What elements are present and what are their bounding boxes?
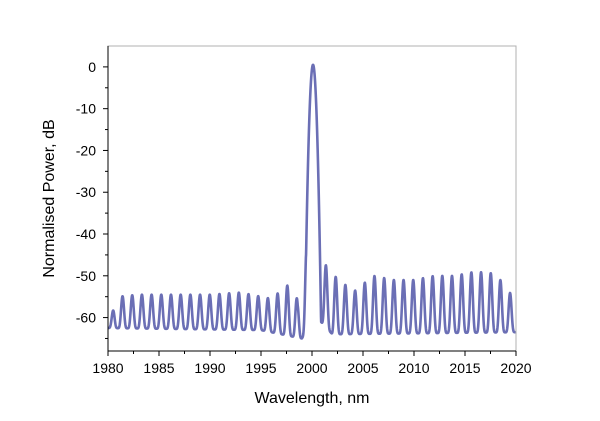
x-tick-label: 1990: [194, 360, 225, 376]
y-tick-label: 0: [88, 59, 96, 75]
y-axis-title: Normalised Power, dB: [41, 119, 58, 277]
x-tick-label: 2005: [347, 360, 378, 376]
series-layer: [106, 63, 518, 340]
x-axis-title: Wavelength, nm: [254, 390, 369, 407]
y-tick-label: -50: [76, 268, 96, 284]
x-tick-label: 2015: [449, 360, 480, 376]
y-tick-label: -10: [76, 101, 96, 117]
y-tick-label: -20: [76, 142, 96, 158]
y-ticks: 0 -10 -20 -30 -40 -50 -60: [76, 59, 108, 339]
x-tick-label: 2020: [500, 360, 531, 376]
spectrum-line: [106, 63, 518, 340]
y-tick-label: -60: [76, 310, 96, 326]
y-tick-label: -40: [76, 226, 96, 242]
x-tick-label: 2000: [296, 360, 327, 376]
x-tick-label: 1985: [143, 360, 174, 376]
y-tick-label: -30: [76, 184, 96, 200]
x-ticks: 1980 1985 1990 1995 2000 2005 2010 2015 2020: [92, 351, 532, 376]
x-tick-label: 2010: [398, 360, 429, 376]
x-tick-label: 1980: [92, 360, 123, 376]
x-tick-label: 1995: [245, 360, 276, 376]
